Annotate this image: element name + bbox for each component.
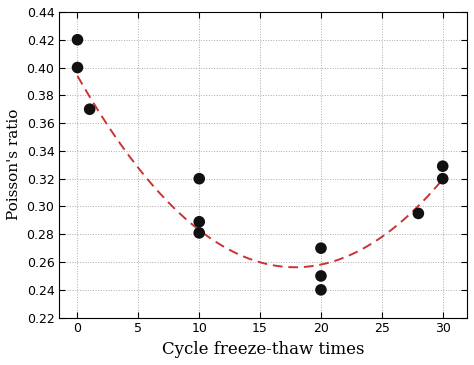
Point [439, 176, 447, 182]
Point [195, 219, 203, 225]
Point [439, 163, 447, 169]
Point [195, 176, 203, 182]
Point [195, 230, 203, 236]
X-axis label: Cycle freeze-thaw times: Cycle freeze-thaw times [162, 341, 365, 358]
Point [73, 65, 81, 70]
Y-axis label: Poisson's ratio: Poisson's ratio [7, 109, 21, 220]
Point [415, 211, 422, 216]
Point [73, 37, 81, 43]
Point [86, 106, 93, 112]
Point [317, 287, 325, 293]
Point [317, 273, 325, 279]
Point [317, 245, 325, 251]
